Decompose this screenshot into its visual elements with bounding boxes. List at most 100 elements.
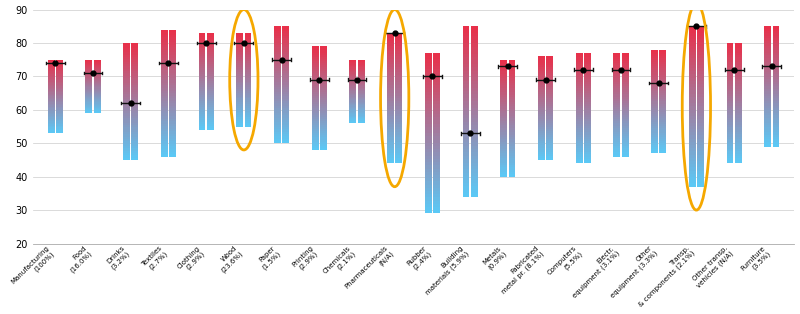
Bar	[659, 122, 666, 124]
Bar	[198, 56, 206, 58]
Bar	[245, 76, 251, 78]
Bar	[622, 70, 629, 72]
Bar	[471, 149, 478, 152]
Bar	[274, 99, 281, 101]
Bar	[169, 55, 176, 57]
Bar	[546, 156, 553, 158]
Bar	[764, 50, 771, 53]
Bar	[94, 75, 101, 76]
Bar	[350, 116, 356, 117]
Bar	[282, 115, 289, 117]
Bar	[282, 35, 289, 38]
Bar	[500, 62, 507, 64]
Bar	[86, 91, 92, 92]
Bar	[123, 92, 130, 95]
Bar	[395, 54, 402, 57]
Bar	[245, 89, 251, 91]
Bar	[576, 122, 582, 124]
Bar	[584, 53, 590, 55]
Bar	[471, 47, 478, 50]
Bar	[312, 55, 318, 57]
Bar	[425, 72, 432, 75]
Bar	[131, 122, 138, 125]
Bar	[584, 154, 590, 157]
Bar	[500, 78, 507, 81]
Bar	[735, 60, 742, 62]
Bar	[161, 32, 168, 35]
Bar	[395, 153, 402, 155]
Bar	[274, 57, 281, 59]
Bar	[274, 113, 281, 115]
Bar	[236, 65, 243, 67]
Bar	[735, 86, 742, 89]
Bar	[651, 114, 658, 116]
Bar	[622, 126, 629, 127]
Bar	[538, 96, 545, 98]
Bar	[538, 67, 545, 69]
Bar	[320, 73, 327, 75]
Bar	[169, 113, 176, 116]
Bar	[169, 40, 176, 42]
Bar	[433, 207, 440, 210]
Bar	[48, 114, 54, 116]
Bar	[207, 70, 214, 72]
Bar	[425, 140, 432, 143]
Bar	[123, 64, 130, 66]
Bar	[509, 156, 515, 158]
Bar	[500, 90, 507, 92]
Bar	[735, 142, 742, 144]
Bar	[546, 87, 553, 89]
Bar	[509, 83, 515, 85]
Bar	[274, 71, 281, 73]
Bar	[622, 117, 629, 119]
Bar	[86, 93, 92, 94]
Bar	[735, 139, 742, 142]
Bar	[689, 167, 696, 171]
Bar	[56, 95, 63, 96]
Bar	[350, 78, 356, 79]
Bar	[689, 145, 696, 148]
Bar	[735, 146, 742, 149]
Bar	[689, 148, 696, 151]
Bar	[659, 106, 666, 108]
Bar	[697, 87, 704, 90]
Bar	[48, 117, 54, 118]
Bar	[131, 113, 138, 116]
Bar	[131, 118, 138, 120]
Bar	[689, 36, 696, 39]
Bar	[614, 122, 620, 123]
Bar	[358, 75, 365, 76]
Bar	[651, 120, 658, 122]
Bar	[622, 109, 629, 111]
Bar	[282, 94, 289, 96]
Bar	[622, 78, 629, 80]
Bar	[274, 132, 281, 134]
Bar	[614, 65, 620, 68]
Bar	[245, 87, 251, 89]
Bar	[622, 80, 629, 82]
Bar	[274, 94, 281, 96]
Bar	[56, 118, 63, 120]
Bar	[320, 117, 327, 119]
Bar	[207, 93, 214, 95]
Bar	[659, 101, 666, 104]
Bar	[546, 123, 553, 125]
Bar	[350, 70, 356, 71]
Bar	[659, 58, 666, 60]
Bar	[433, 133, 440, 136]
Bar	[764, 36, 771, 38]
Bar	[282, 73, 289, 75]
Bar	[614, 113, 620, 115]
Bar	[614, 70, 620, 72]
Bar	[735, 154, 742, 156]
Bar	[764, 115, 771, 118]
Bar	[207, 48, 214, 50]
Bar	[236, 119, 243, 121]
Bar	[123, 45, 130, 48]
Bar	[395, 109, 402, 111]
Bar	[161, 60, 168, 62]
Bar	[56, 85, 63, 86]
Bar	[764, 99, 771, 101]
Bar	[773, 111, 779, 113]
Bar	[131, 85, 138, 87]
